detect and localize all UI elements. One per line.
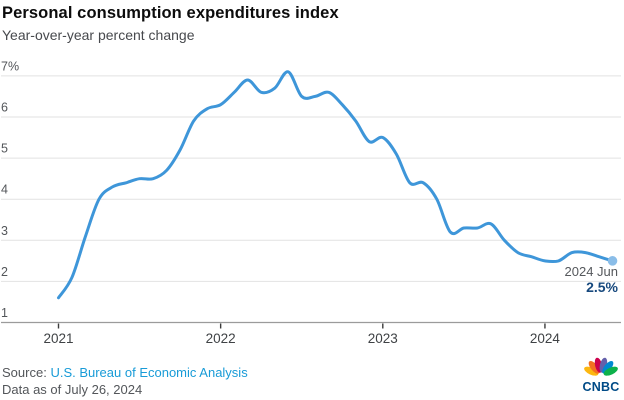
peacock-feather [602, 360, 614, 374]
source-link[interactable]: U.S. Bureau of Economic Analysis [50, 365, 248, 380]
series-end-dot [607, 256, 618, 266]
data-as-of: Data as of July 26, 2024 [2, 382, 143, 397]
svg-text:4: 4 [1, 183, 8, 197]
peacock-feather [588, 360, 600, 374]
nbc-peacock-icon [584, 357, 618, 376]
end-point-annotation: 2024 Jun 2.5% [565, 264, 619, 295]
svg-text:6: 6 [1, 101, 8, 115]
source-line: Source: U.S. Bureau of Economic Analysis [2, 364, 248, 381]
svg-text:2021: 2021 [43, 331, 73, 346]
svg-text:7%: 7% [1, 59, 19, 73]
peacock-feather [584, 366, 599, 376]
chart-footer: Source: U.S. Bureau of Economic Analysis… [2, 364, 248, 398]
end-point-date-label: 2024 Jun [564, 264, 619, 279]
end-point-value-label: 2.5% [586, 279, 618, 295]
svg-text:2: 2 [1, 265, 8, 279]
svg-text:3: 3 [1, 224, 8, 238]
pce-series-line [57, 70, 614, 300]
svg-text:2023: 2023 [368, 331, 398, 346]
svg-text:1: 1 [1, 306, 8, 320]
svg-text:5: 5 [1, 142, 8, 156]
svg-text:2022: 2022 [206, 331, 236, 346]
chart-subtitle: Year-over-year percent change [2, 27, 195, 43]
svg-text:2024: 2024 [530, 331, 561, 346]
peacock-feather [603, 366, 618, 376]
page-title: Personal consumption expenditures index [2, 4, 339, 22]
cnbc-logo: CNBC [582, 354, 620, 394]
source-prefix: Source: [2, 365, 47, 380]
cnbc-logo-text: CNBC [582, 380, 620, 394]
